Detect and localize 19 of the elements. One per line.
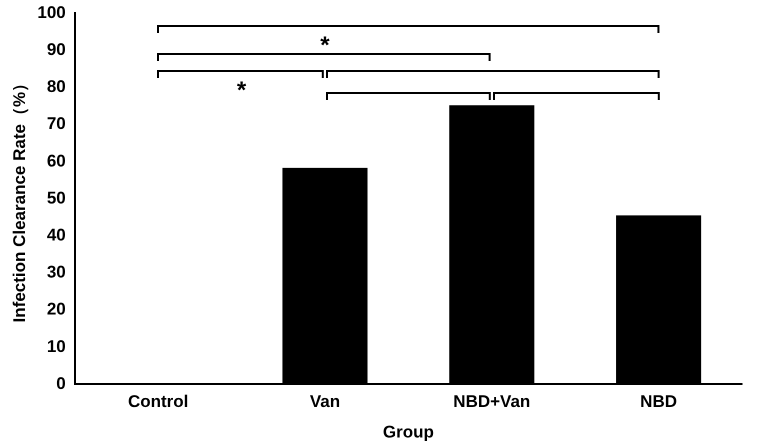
y-tick-label: 30 <box>46 262 66 282</box>
annotation: * <box>320 32 330 60</box>
y-tick-label: 20 <box>46 300 66 319</box>
y-tick-label: 80 <box>46 77 66 96</box>
annotation: * <box>236 76 246 105</box>
x-tick-label: Control <box>128 392 188 412</box>
y-tick-label: 50 <box>46 188 66 208</box>
x-tick-label: Van <box>310 392 340 412</box>
y-tick-label: 100 <box>37 2 66 22</box>
y-tick-label: 60 <box>46 151 66 170</box>
y-tick-label: 70 <box>46 114 66 134</box>
x-axis-title: Group <box>382 422 434 442</box>
x-tick-label: NBD <box>640 392 678 412</box>
y-tick-label: 90 <box>46 40 66 59</box>
y-tick-label: 0 <box>56 374 66 393</box>
y-tick-label: 10 <box>46 336 66 356</box>
x-tick-label: NBD+Van <box>453 392 530 412</box>
y-axis-title: Infection Clearance Rate（%） <box>10 74 29 322</box>
y-tick-label: 40 <box>46 225 66 244</box>
